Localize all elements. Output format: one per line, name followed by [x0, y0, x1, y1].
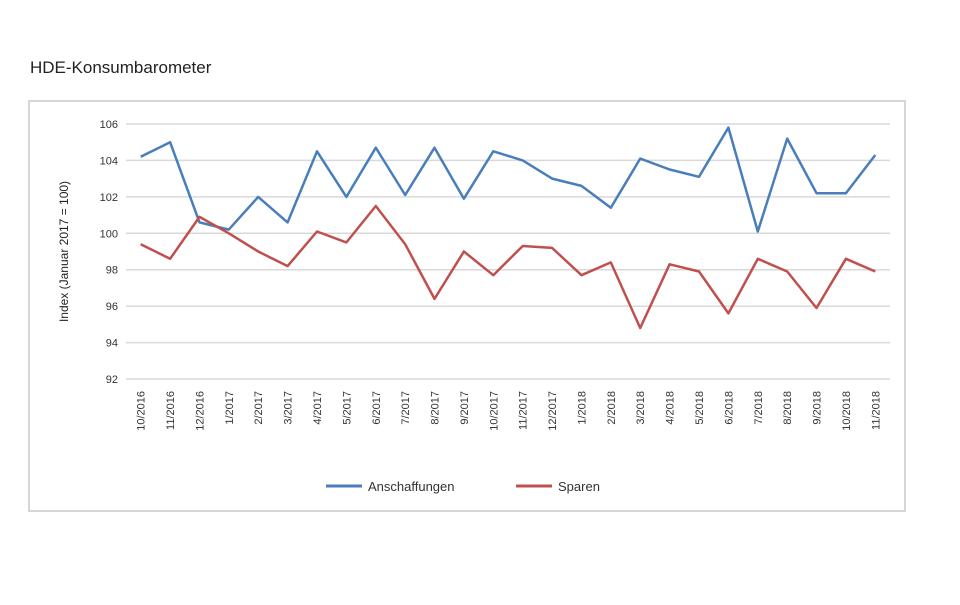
- x-tick-label: 7/2018: [753, 391, 765, 425]
- x-tick-label: 6/2018: [723, 391, 735, 425]
- x-tick-label: 2/2017: [253, 391, 265, 425]
- x-tick-label: 12/2016: [194, 391, 206, 431]
- x-tick-label: 4/2018: [665, 391, 677, 425]
- x-tick-label: 10/2016: [136, 391, 148, 431]
- y-axis-label: Index (Januar 2017 = 100): [57, 181, 71, 322]
- x-tick-label: 11/2017: [518, 391, 530, 430]
- y-tick-label: 92: [106, 374, 118, 386]
- gridlines: [126, 123, 890, 380]
- y-tick-label: 100: [100, 228, 118, 240]
- series-line-anschaffungen: [140, 126, 877, 233]
- x-tick-label: 8/2017: [430, 391, 442, 425]
- x-tick-label: 11/2018: [870, 391, 882, 430]
- x-tick-label: 12/2017: [547, 391, 559, 431]
- series-line-sparen: [140, 204, 876, 330]
- x-tick-label: 4/2017: [312, 391, 324, 425]
- line-chart: 92 94 96 98 100 102 104 106 10/2016 11/2016 12/20…: [57, 119, 890, 494]
- y-axis-ticks: 92 94 96 98 100 102 104 106: [100, 119, 118, 386]
- series-lines: [140, 126, 877, 330]
- x-tick-label: 10/2018: [841, 391, 853, 431]
- chart-frame: 92 94 96 98 100 102 104 106 10/2016 11/2016 12/20…: [28, 100, 906, 512]
- x-tick-label: 8/2018: [782, 391, 794, 425]
- y-tick-label: 94: [106, 338, 118, 350]
- x-tick-label: 5/2017: [341, 391, 353, 425]
- y-tick-label: 98: [106, 265, 118, 277]
- x-tick-label: 7/2017: [400, 391, 412, 425]
- x-tick-label: 3/2017: [283, 391, 295, 425]
- x-tick-label: 2/2018: [606, 391, 618, 425]
- x-tick-label: 5/2018: [694, 391, 706, 425]
- x-tick-label: 1/2017: [224, 391, 236, 425]
- y-tick-label: 106: [100, 119, 118, 131]
- x-tick-label: 11/2016: [165, 391, 177, 430]
- y-tick-label: 96: [106, 301, 118, 313]
- x-axis-ticks: 10/2016 11/2016 12/2016 1/2017 2/2017 3/2017 4…: [136, 391, 883, 431]
- x-tick-label: 9/2017: [459, 391, 471, 425]
- legend-label: Sparen: [558, 479, 600, 494]
- legend-label: Anschaffungen: [368, 479, 455, 494]
- x-tick-label: 3/2018: [635, 391, 647, 425]
- y-tick-label: 102: [100, 192, 118, 204]
- chart-title: HDE-Konsumbarometer: [30, 58, 212, 77]
- x-tick-label: 6/2017: [371, 391, 383, 425]
- y-tick-label: 104: [100, 155, 118, 167]
- x-tick-label: 10/2017: [488, 391, 500, 431]
- legend: Anschaffungen Sparen: [326, 479, 600, 494]
- x-tick-label: 9/2018: [812, 391, 824, 425]
- x-tick-label: 1/2018: [576, 391, 588, 425]
